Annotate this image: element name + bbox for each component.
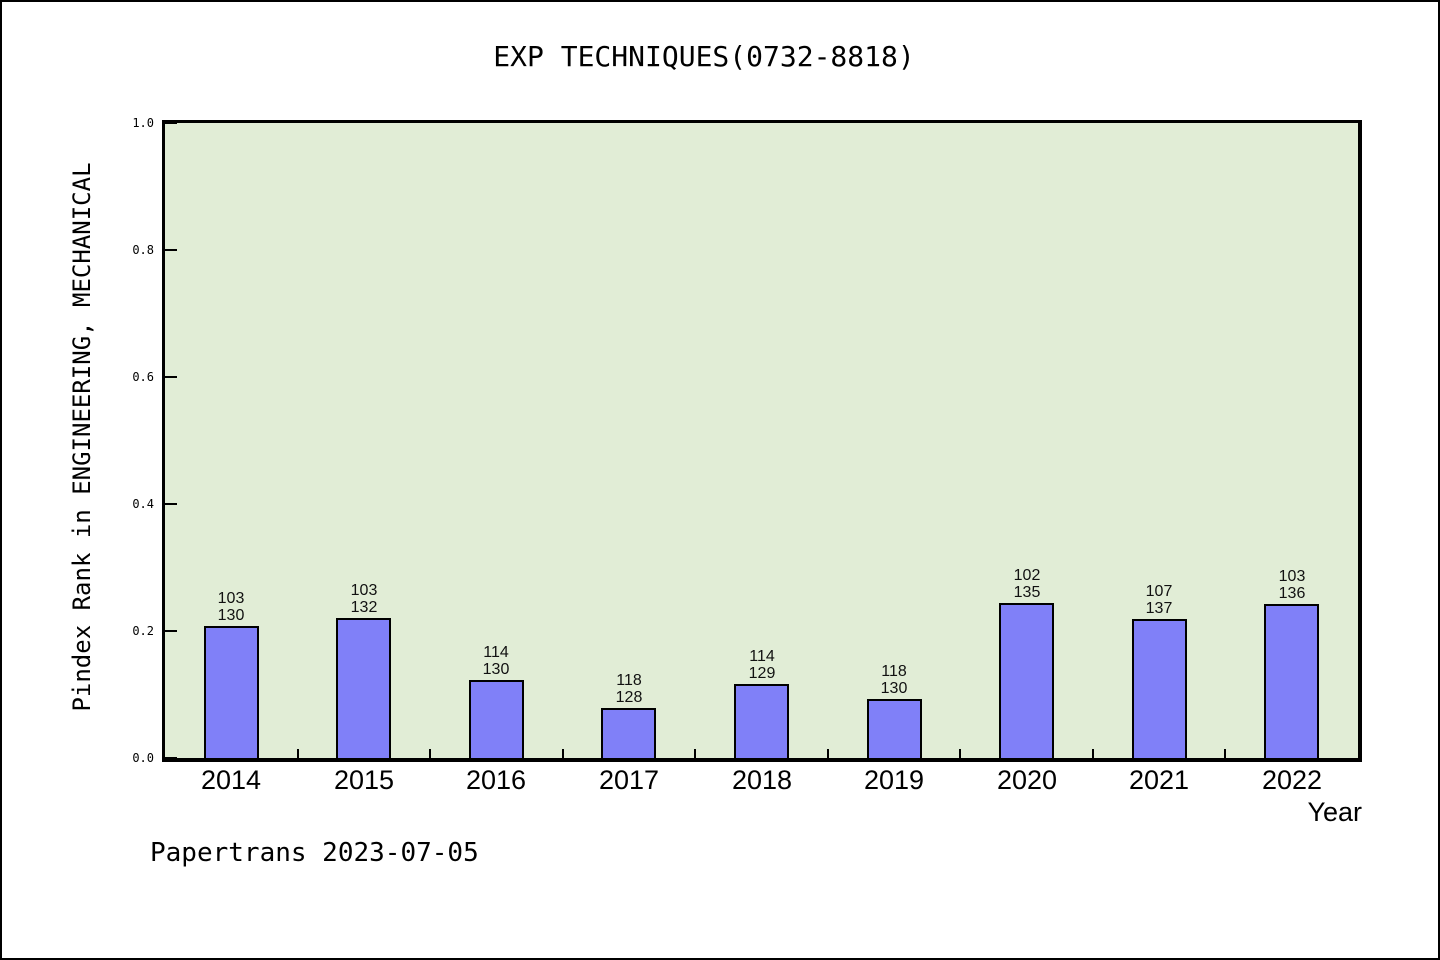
watermark-text: Papertrans 2023-07-05 bbox=[150, 838, 479, 868]
bar-value-label: 103 132 bbox=[319, 582, 409, 616]
y-tick-label: 0.0 bbox=[132, 751, 154, 765]
x-tick-label: 2016 bbox=[465, 765, 527, 795]
x-tick-mark bbox=[1092, 749, 1094, 758]
y-tick-mark bbox=[165, 630, 177, 632]
bar-rank-value: 103 bbox=[350, 582, 378, 599]
bar bbox=[336, 618, 391, 758]
y-tick-mark bbox=[165, 503, 177, 505]
x-tick-mark bbox=[959, 749, 961, 758]
bar-value-label: 107 137 bbox=[1114, 583, 1204, 617]
bar-rank-value: 103 bbox=[1278, 568, 1306, 585]
bar-value-label: 103 130 bbox=[186, 590, 276, 624]
y-tick-mark bbox=[165, 123, 177, 124]
x-tick-label: 2018 bbox=[731, 765, 793, 795]
bar bbox=[1264, 604, 1319, 758]
bar-total-value: 137 bbox=[1145, 600, 1173, 617]
bar-rank-value: 107 bbox=[1145, 583, 1173, 600]
bar bbox=[469, 680, 524, 758]
x-tick-mark bbox=[1224, 749, 1226, 758]
x-tick-label: 2021 bbox=[1128, 765, 1190, 795]
bar-value-label: 102 135 bbox=[982, 567, 1072, 601]
x-tick-label: 2015 bbox=[333, 765, 395, 795]
bar-value-label: 103 136 bbox=[1247, 568, 1337, 602]
y-tick-label: 1.0 bbox=[132, 116, 154, 130]
bar-value-label: 118 130 bbox=[849, 663, 939, 697]
x-tick-label: 2017 bbox=[598, 765, 660, 795]
y-tick-label: 0.6 bbox=[132, 370, 154, 384]
x-tick-label: 2014 bbox=[200, 765, 262, 795]
bar-rank-value: 118 bbox=[616, 672, 642, 689]
bar bbox=[204, 626, 259, 758]
y-tick-mark bbox=[165, 249, 177, 251]
bar bbox=[734, 684, 789, 758]
bar bbox=[867, 699, 922, 758]
x-tick-mark bbox=[297, 749, 299, 758]
bar-rank-value: 103 bbox=[217, 590, 245, 607]
bar-total-value: 135 bbox=[1013, 584, 1041, 601]
bar-value-label: 114 130 bbox=[451, 644, 541, 678]
bar-total-value: 136 bbox=[1278, 585, 1306, 602]
bar-rank-value: 114 bbox=[749, 648, 775, 665]
x-tick-mark bbox=[827, 749, 829, 758]
bar-total-value: 130 bbox=[880, 680, 908, 697]
bar bbox=[999, 603, 1054, 758]
x-tick-label: 2022 bbox=[1261, 765, 1323, 795]
y-tick-mark bbox=[165, 757, 177, 758]
bar-rank-value: 114 bbox=[483, 644, 509, 661]
bar-total-value: 128 bbox=[615, 689, 643, 706]
x-tick-label: 2020 bbox=[996, 765, 1058, 795]
x-axis-label: Year bbox=[1307, 797, 1362, 827]
bar-total-value: 132 bbox=[350, 599, 378, 616]
x-tick-label: 2019 bbox=[863, 765, 925, 795]
bar-rank-value: 118 bbox=[881, 663, 907, 680]
x-tick-mark bbox=[429, 749, 431, 758]
y-axis-label: Pindex Rank in ENGINEERING, MECHANICAL bbox=[68, 162, 96, 712]
y-tick-label: 0.8 bbox=[132, 243, 154, 257]
chart-title: EXP TECHNIQUES(0732-8818) bbox=[493, 40, 915, 73]
x-tick-mark bbox=[694, 749, 696, 758]
plot-area: 103 130 103 132 114 130 118 128 114 129 118 130 102 1… bbox=[162, 120, 1362, 762]
bar-rank-value: 102 bbox=[1013, 567, 1041, 584]
bar-total-value: 130 bbox=[482, 661, 510, 678]
bar bbox=[601, 708, 656, 758]
x-tick-mark bbox=[562, 749, 564, 758]
bar-total-value: 129 bbox=[748, 665, 776, 682]
bar bbox=[1132, 619, 1187, 758]
y-tick-label: 0.2 bbox=[132, 624, 154, 638]
bar-total-value: 130 bbox=[217, 607, 245, 624]
bar-value-label: 114 129 bbox=[717, 648, 807, 682]
bar-value-label: 118 128 bbox=[584, 672, 674, 706]
y-tick-label: 0.4 bbox=[132, 497, 154, 511]
y-tick-mark bbox=[165, 376, 177, 378]
